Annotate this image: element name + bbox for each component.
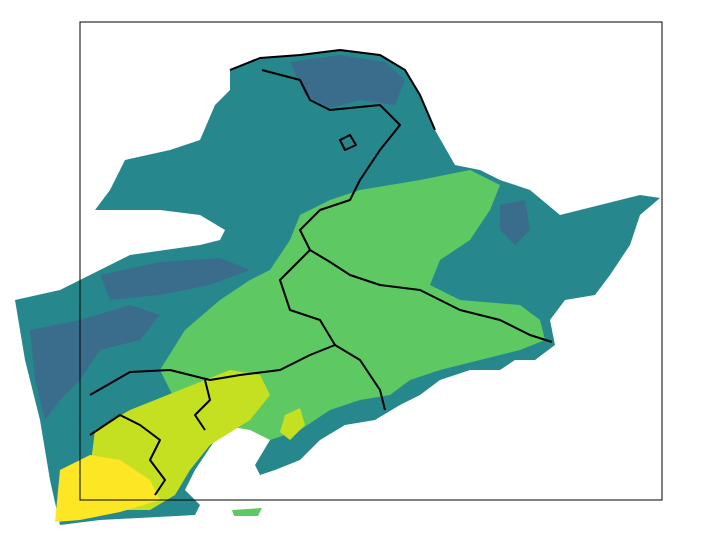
contour-yellow — [55, 455, 160, 522]
borders — [89, 49, 553, 496]
province-border — [309, 249, 553, 343]
contour-green — [232, 508, 262, 516]
contour-dark — [30, 305, 160, 420]
province-border — [89, 69, 401, 396]
contour-dark — [500, 200, 530, 245]
province-border — [194, 379, 211, 431]
province-border — [339, 134, 357, 151]
contour-dark — [290, 55, 405, 108]
contour-dark — [100, 258, 250, 300]
province-border — [89, 414, 166, 496]
filled-contours — [15, 50, 660, 525]
contour-yellow-green — [280, 408, 305, 440]
map-frame — [79, 21, 663, 501]
province-border — [334, 344, 386, 411]
coast-border — [229, 49, 436, 131]
